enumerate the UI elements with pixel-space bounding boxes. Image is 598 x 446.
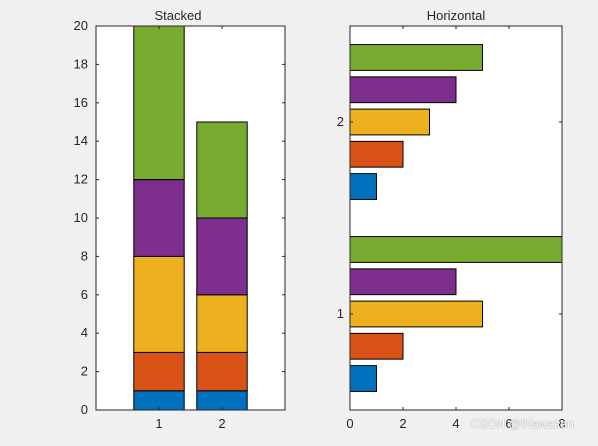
horizontal-x-tick-label: 6	[505, 416, 512, 431]
stacked-bar-segment	[133, 351, 185, 392]
stacked-bar-segment	[196, 121, 248, 219]
stacked-y-tick-label: 6	[81, 287, 88, 302]
horizontal-chart-title: Horizontal	[427, 8, 486, 23]
horizontal-axes-box	[349, 25, 563, 411]
horizontal-bar	[349, 140, 404, 168]
stacked-bar-segment	[196, 351, 248, 392]
stacked-y-tick-label: 16	[74, 95, 88, 110]
stacked-y-tick-label: 20	[74, 18, 88, 33]
horizontal-x-tick-label: 8	[558, 416, 565, 431]
stacked-y-tick-label: 18	[74, 56, 88, 71]
horizontal-bars	[349, 44, 563, 392]
stacked-axes-box	[95, 25, 286, 411]
stacked-chart-title: Stacked	[155, 8, 202, 23]
stacked-bar-segment	[133, 255, 185, 353]
horizontal-bar	[349, 44, 483, 71]
horizontal-bar	[349, 108, 430, 136]
horizontal-bar	[349, 173, 377, 200]
horizontal-bar	[349, 76, 457, 104]
horizontal-bar	[349, 268, 457, 296]
horizontal-x-tick-label: 0	[346, 416, 353, 431]
stacked-y-tick-label: 2	[81, 364, 88, 379]
horizontal-y-tick-label: 2	[337, 114, 344, 129]
stacked-axes-background	[96, 26, 285, 410]
stacked-bar-segment	[196, 294, 248, 353]
stacked-bar-segment	[133, 25, 185, 181]
stacked-y-tick-label: 0	[81, 402, 88, 417]
stacked-y-tick-label: 12	[74, 172, 88, 187]
stacked-y-tick-label: 4	[81, 325, 88, 340]
csdn-watermark: CSDN @INawaken	[471, 417, 574, 431]
horizontal-x-tick-label: 2	[399, 416, 406, 431]
stacked-x-tick-label: 2	[218, 416, 225, 431]
stacked-bar-segment	[196, 217, 248, 296]
horizontal-x-tick-label: 4	[452, 416, 459, 431]
stacked-y-tick-label: 8	[81, 248, 88, 263]
horizontal-bar	[349, 236, 563, 263]
horizontal-y-tick-label: 1	[337, 306, 344, 321]
stacked-x-tick-label: 1	[155, 416, 162, 431]
horizontal-bar	[349, 332, 404, 360]
stacked-y-tick-label: 10	[74, 210, 88, 225]
horizontal-bar	[349, 365, 377, 392]
horizontal-bar-axes: Horizontal 0 2 4 6 8 1 2	[337, 8, 566, 431]
stacked-y-tick-label: 14	[74, 133, 88, 148]
stacked-bar-segment	[133, 179, 185, 257]
horizontal-bar	[349, 300, 483, 328]
